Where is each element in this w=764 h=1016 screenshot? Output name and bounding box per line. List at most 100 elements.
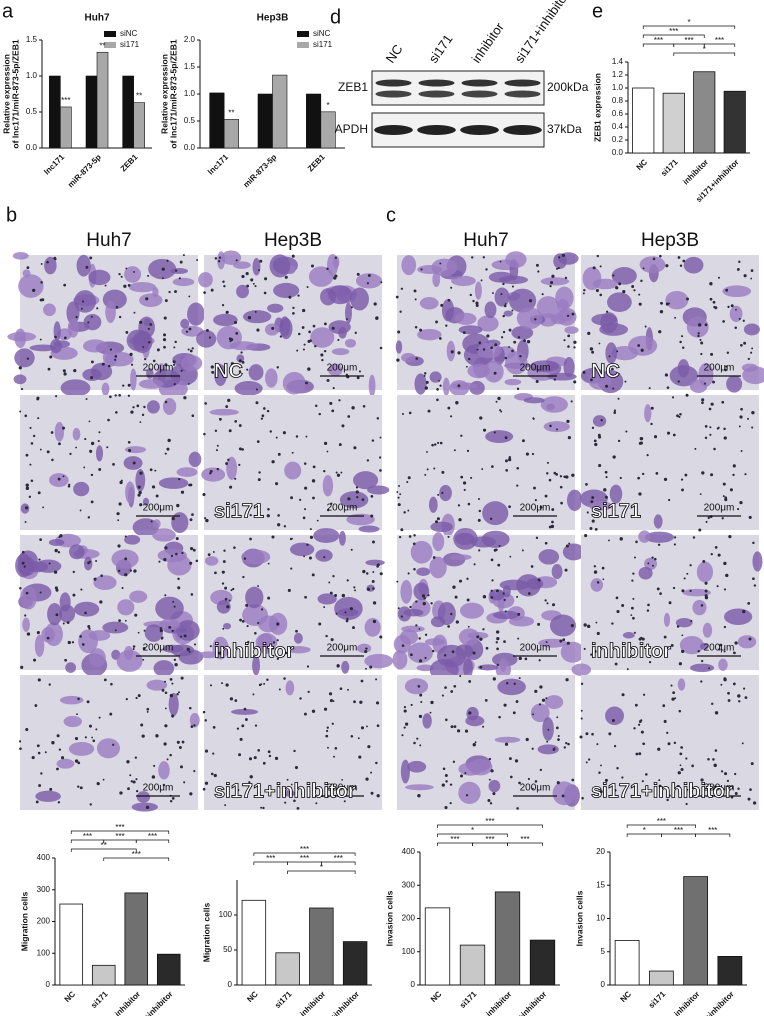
- pore: [242, 575, 245, 579]
- pore: [119, 480, 123, 485]
- pore: [378, 456, 382, 459]
- pore: [598, 435, 602, 439]
- pore: [528, 299, 533, 303]
- cell-cluster: [609, 484, 623, 504]
- pore: [714, 546, 718, 549]
- pore: [295, 435, 299, 438]
- pore: [593, 439, 597, 443]
- pore: [25, 483, 29, 487]
- cell-cluster: [540, 396, 568, 413]
- pore: [457, 384, 461, 388]
- cell-cluster: [265, 368, 278, 388]
- pore: [478, 341, 482, 345]
- pore: [537, 622, 541, 626]
- pore: [307, 339, 311, 343]
- cell-cluster: [690, 663, 715, 673]
- pore: [425, 380, 429, 384]
- cell-cluster: [252, 258, 261, 276]
- pore: [535, 379, 539, 383]
- pore: [68, 483, 71, 486]
- pore: [328, 581, 331, 584]
- pore: [336, 473, 341, 477]
- pore: [53, 256, 57, 260]
- cell-cluster: [252, 655, 261, 676]
- cell-cluster: [591, 313, 617, 326]
- pore: [518, 781, 521, 785]
- pore: [466, 598, 470, 602]
- bar: [209, 92, 225, 149]
- bar: [683, 876, 709, 986]
- pore: [738, 425, 741, 428]
- pore: [373, 302, 377, 306]
- pore: [489, 802, 493, 805]
- pore: [449, 801, 452, 805]
- pore: [26, 357, 30, 360]
- pore: [90, 315, 93, 318]
- cell-cluster: [178, 649, 204, 665]
- pore: [567, 345, 570, 348]
- cell-cluster: [317, 593, 337, 605]
- significance: ***: [708, 826, 717, 835]
- pore: [619, 537, 623, 541]
- cell-cluster: [611, 267, 637, 285]
- blot-band: [418, 79, 455, 87]
- pore: [673, 741, 677, 745]
- pore: [337, 338, 340, 342]
- pore: [659, 254, 662, 258]
- micrograph: [196, 250, 383, 398]
- pore: [410, 703, 413, 707]
- pore: [171, 629, 174, 633]
- cell-cluster: [128, 282, 156, 293]
- pore: [164, 594, 167, 597]
- pore: [737, 694, 741, 698]
- pore: [138, 490, 142, 495]
- pore: [48, 562, 51, 565]
- pore: [555, 726, 559, 730]
- pore: [294, 765, 299, 770]
- pore: [658, 784, 662, 788]
- pore: [241, 724, 245, 728]
- pore: [361, 498, 365, 502]
- pore: [505, 469, 509, 472]
- pore: [519, 354, 522, 358]
- cell-cluster: [499, 579, 530, 591]
- pore: [356, 272, 360, 276]
- pore: [164, 707, 167, 710]
- pore: [372, 571, 375, 573]
- pore: [230, 338, 234, 342]
- pore: [717, 426, 720, 429]
- pore: [663, 635, 667, 639]
- cell-cluster: [552, 781, 576, 806]
- pore: [51, 458, 54, 462]
- pore: [697, 323, 702, 327]
- pore: [707, 516, 710, 520]
- pore: [262, 761, 266, 765]
- pore: [558, 256, 561, 259]
- pore: [672, 433, 676, 437]
- cell-cluster: [226, 456, 238, 480]
- pore: [257, 478, 261, 482]
- pore: [648, 387, 651, 390]
- pore: [56, 734, 60, 738]
- pore: [275, 436, 278, 439]
- bracket: [695, 833, 731, 837]
- pore: [742, 319, 745, 322]
- pore: [214, 257, 218, 260]
- pore: [640, 730, 644, 734]
- x-tick-label: si171: [89, 989, 110, 1010]
- cell-cluster: [516, 307, 543, 330]
- pore: [162, 783, 166, 787]
- pore: [39, 298, 43, 302]
- pore: [256, 328, 260, 332]
- pore: [585, 732, 589, 736]
- pore: [465, 794, 469, 797]
- bar: [342, 941, 368, 986]
- pore: [132, 406, 135, 409]
- pore: [95, 559, 98, 562]
- cell-cluster: [93, 575, 117, 591]
- cell-cluster: [437, 601, 456, 626]
- cell-cluster: [463, 658, 473, 679]
- pore: [492, 677, 496, 681]
- pore: [267, 750, 271, 754]
- pore: [318, 412, 321, 416]
